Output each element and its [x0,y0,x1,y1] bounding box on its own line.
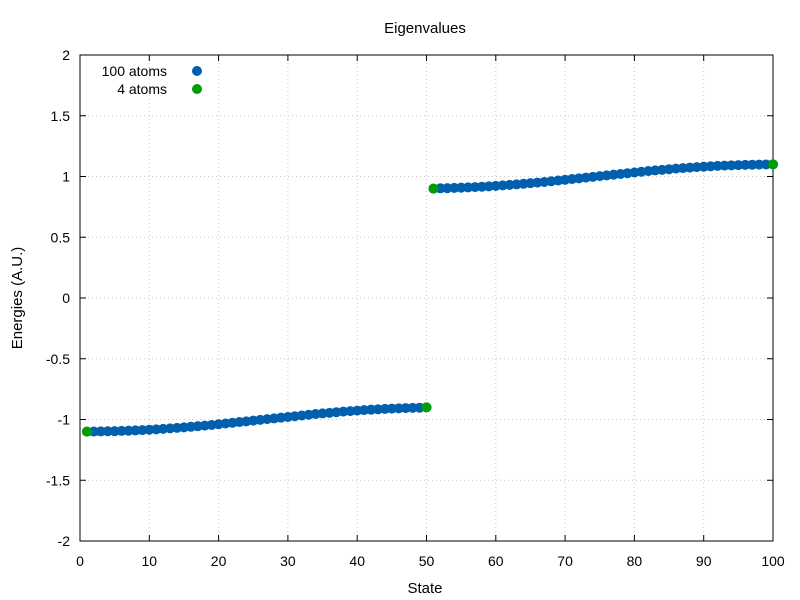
y-tick-label: 1.5 [51,108,71,124]
data-point-4-atoms [768,159,778,170]
x-tick-label: 60 [488,553,504,569]
y-tick-label: 0 [62,290,70,306]
data-point-100-atoms [407,402,418,413]
x-tick-label: 40 [349,553,365,569]
legend: 100 atoms 4 atoms [102,63,202,97]
y-tick-label: -2 [58,533,71,549]
x-tick-label: 70 [557,553,573,569]
data-point-4-atoms [81,426,92,437]
data-points [81,159,778,437]
data-point-100-atoms [747,159,758,170]
chart-title: Eigenvalues [384,20,466,37]
x-tick-labels: 0 10 20 30 40 50 60 70 80 90 100 [76,553,785,569]
x-tick-label: 90 [696,553,712,569]
x-axis-title: State [407,580,442,597]
y-tick-label: -1 [58,412,71,428]
y-axis-title: Energies (A.U.) [9,247,26,350]
legend-marker-4-atoms [192,84,202,94]
data-point-100-atoms [761,159,772,170]
y-tick-labels: -2 -1.5 -1 -0.5 0 0.5 1 1.5 2 [46,47,70,549]
x-tick-label: 80 [627,553,643,569]
data-point-100-atoms [88,426,99,437]
data-point-100-atoms [740,159,751,170]
x-tick-label: 30 [280,553,296,569]
data-point-100-atoms [754,159,765,170]
y-tick-label: 0.5 [51,229,71,245]
x-tick-label: 0 [76,553,84,569]
data-point-4-atoms [421,402,432,413]
y-tick-label: 2 [62,47,70,63]
legend-marker-100-atoms [192,66,202,76]
legend-label-4-atoms: 4 atoms [117,81,167,97]
x-tick-label: 20 [211,553,227,569]
y-tick-label: -0.5 [46,351,70,367]
axis-ticks [79,54,774,542]
x-tick-label: 50 [419,553,435,569]
data-point-100-atoms [102,426,113,437]
data-point-4-atoms [428,183,439,194]
y-tick-label: -1.5 [46,472,70,488]
y-tick-label: 1 [62,169,70,185]
x-tick-label: 10 [142,553,158,569]
grid-lines [80,55,773,541]
x-tick-label: 100 [761,553,785,569]
legend-label-100-atoms: 100 atoms [102,63,167,79]
data-point-100-atoms [95,426,106,437]
